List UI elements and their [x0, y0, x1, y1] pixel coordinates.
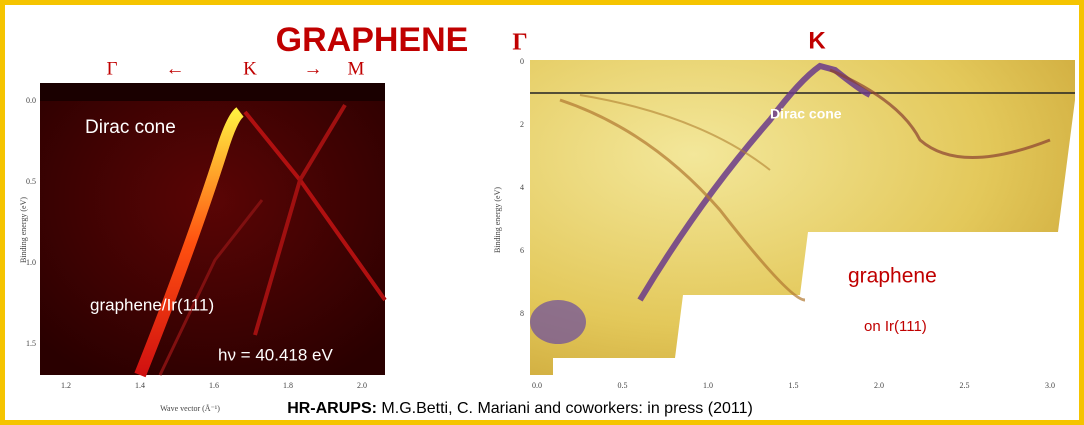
x-tick-label: 1.4 — [135, 381, 145, 390]
x-tick-label: 1.8 — [283, 381, 293, 390]
direction-label: K — [808, 27, 826, 54]
x-tick-label: 0.0 — [532, 381, 542, 390]
x-tick-label: 2.5 — [960, 381, 970, 390]
annotation: Dirac cone — [770, 106, 842, 122]
x-tick-label: 0.5 — [618, 381, 628, 390]
y-tick-label: 8 — [520, 309, 524, 318]
direction-label: K — [243, 58, 257, 79]
caption-text: M.G.Betti, C. Mariani and coworkers: in … — [381, 400, 752, 417]
y-tick-label: 2 — [520, 120, 524, 129]
x-tick-label: 1.2 — [61, 381, 71, 390]
direction-label: Γ — [107, 58, 118, 79]
title: GRAPHENE — [276, 21, 469, 59]
x-tick-label: 1.6 — [209, 381, 219, 390]
x-tick-label: 2.0 — [357, 381, 367, 390]
y-axis-label: Binding energy (eV) — [493, 187, 502, 253]
direction-label: M — [348, 58, 365, 79]
x-tick-label: 2.0 — [874, 381, 884, 390]
annotation: on Ir(111) — [864, 318, 927, 335]
annotation: Dirac cone — [85, 117, 176, 138]
annotation: graphene — [848, 265, 937, 288]
y-tick-label: 1.0 — [26, 258, 36, 267]
y-tick-label: 0.5 — [26, 177, 36, 186]
x-tick-label: 3.0 — [1045, 381, 1055, 390]
annotation: graphene/Ir(111) — [90, 295, 214, 314]
y-tick-label: 0.0 — [26, 96, 36, 105]
y-tick-label: 1.5 — [26, 339, 36, 348]
y-axis-label: Binding energy (eV) — [19, 197, 28, 263]
direction-label: Γ — [512, 30, 527, 56]
y-tick-label: 4 — [520, 183, 524, 192]
direction-label: → — [304, 58, 323, 79]
y-tick-label: 6 — [520, 246, 524, 255]
y-tick-label: 0 — [520, 57, 524, 66]
x-tick-label: 1.5 — [789, 381, 799, 390]
slide: GRAPHENE Γ ← K → M Dirac cone graphene/Ir(11… — [0, 0, 1084, 425]
direction-label: ← — [166, 58, 185, 79]
x-axis-label: Wave vector (Å⁻¹) — [160, 404, 220, 413]
caption-bold: HR-ARUPS: — [287, 400, 377, 417]
caption: HR-ARUPS: M.G.Betti, C. Mariani and cowo… — [287, 400, 753, 417]
annotation: hν = 40.418 eV — [218, 345, 334, 364]
x-tick-label: 1.0 — [703, 381, 713, 390]
